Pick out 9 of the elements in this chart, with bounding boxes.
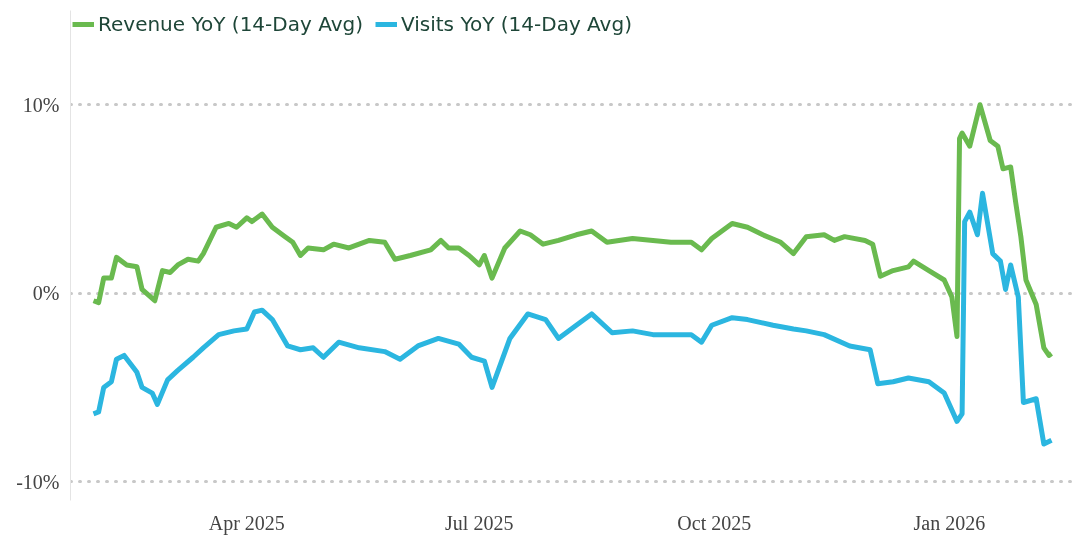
y-tick-label: 0% [32, 282, 60, 305]
legend-label: Visits YoY (14-Day Avg) [401, 12, 632, 36]
x-tick-label: Jan 2026 [913, 511, 986, 534]
x-tick-label: Jul 2025 [445, 511, 514, 534]
y-tick-label: -10% [16, 470, 60, 493]
y-tick-label: 10% [22, 93, 60, 116]
x-tick-label: Apr 2025 [208, 511, 285, 535]
legend-label: Revenue YoY (14-Day Avg) [98, 12, 363, 36]
x-tick-label: Oct 2025 [677, 511, 752, 534]
